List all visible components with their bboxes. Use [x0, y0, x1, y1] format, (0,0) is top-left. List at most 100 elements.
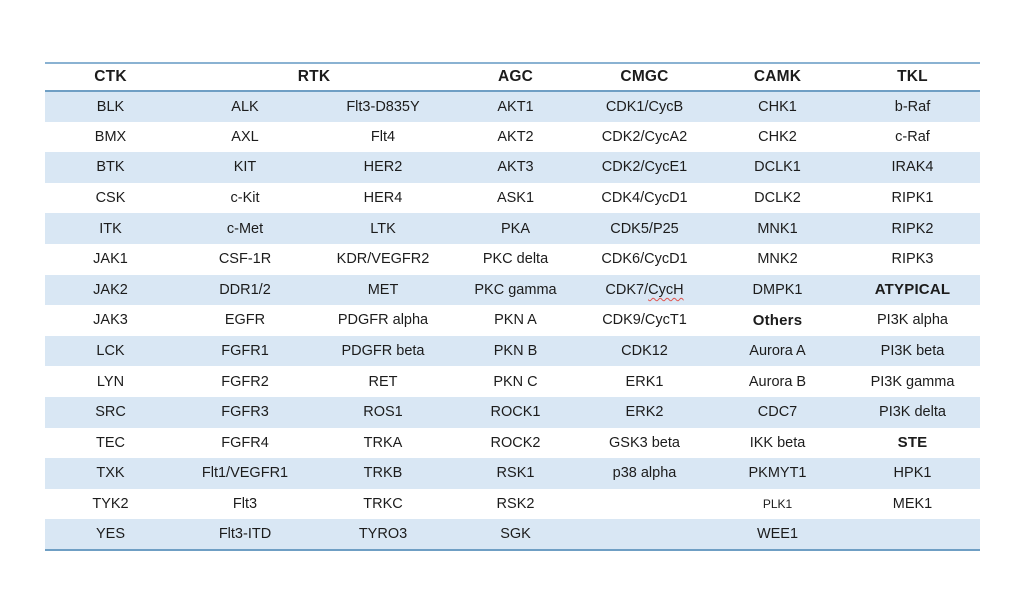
- table-cell: RIPK3: [891, 251, 934, 268]
- column-header-rtk: RTK: [176, 63, 452, 92]
- table-cell: PI3K alpha: [877, 312, 948, 329]
- table-cell: PKN C: [493, 373, 538, 390]
- table-row: CSK c-Kit HER4 ASK1 CDK4/CycD1 DCLK2 RIPK1: [45, 183, 980, 214]
- column-header-cmgc: CMGC: [579, 63, 710, 92]
- table-cell: CDK4/CycD1: [601, 190, 688, 207]
- table-cell: CSK: [95, 190, 126, 207]
- table-cell: LYN: [96, 373, 125, 390]
- table-cell: CDK6/CycD1: [601, 251, 688, 268]
- table-cell: GSK3 beta: [609, 434, 680, 451]
- table-cell: [579, 489, 710, 520]
- table-cell: FGFR3: [176, 396, 314, 428]
- table-cell: TRKA: [363, 434, 403, 451]
- table-cell: HPK1: [845, 458, 980, 489]
- table-row: JAK2 DDR1/2 MET PKC gamma CDK7/CycH DMPK1 ATYP…: [45, 274, 980, 306]
- table-row: YES Flt3-ITD TYRO3 SGK WEE1: [45, 519, 980, 550]
- table-cell: c-Raf: [895, 128, 930, 145]
- table-cell: KDR/VEGFR2: [336, 251, 430, 268]
- column-header-camk: CAMK: [710, 63, 845, 92]
- header-row: CTK RTK AGC CMGC CAMK TKL: [45, 63, 980, 92]
- table-cell: PKMYT1: [710, 458, 845, 489]
- table-row: JAK1 CSF-1R KDR/VEGFR2 PKC delta CDK6/CycD1 M…: [45, 244, 980, 275]
- table-cell: Others: [752, 311, 803, 329]
- table-cell: [579, 519, 710, 550]
- table-cell: Aurora A: [710, 335, 845, 367]
- table-cell: RSK1: [452, 458, 579, 489]
- table-row: BMX AXL Flt4 AKT2 CDK2/CycA2 CHK2 c-Raf: [45, 122, 980, 153]
- table-header: CTK RTK AGC CMGC CAMK TKL: [45, 63, 980, 92]
- column-header-agc: AGC: [452, 63, 579, 92]
- table-body: BLK ALK Flt3-D835Y AKT1 CDK1/CycB CHK1 b-Raf BM…: [45, 91, 980, 550]
- table-cell: MNK2: [757, 251, 798, 268]
- table-row: BLK ALK Flt3-D835Y AKT1 CDK1/CycB CHK1 b-Raf: [45, 91, 980, 122]
- table-cell: PI3K beta: [845, 335, 980, 367]
- table-cell: PKN A: [494, 312, 537, 329]
- table-cell: RSK2: [496, 496, 535, 513]
- table-cell: HER2: [314, 152, 452, 183]
- table-cell: PI3K gamma: [870, 373, 955, 390]
- table-row: SRC FGFR3 ROS1 ROCK1 ERK2 CDC7 PI3K delta: [45, 396, 980, 428]
- table-cell: ERK2: [579, 396, 710, 428]
- table-cell: PDGFR alpha: [337, 312, 429, 329]
- table-cell: CHK2: [758, 128, 797, 145]
- table-cell: DDR1/2: [176, 274, 314, 306]
- table-cell: DCLK2: [754, 190, 801, 207]
- table-cell: CDC7: [710, 396, 845, 428]
- column-header-ctk: CTK: [45, 63, 176, 92]
- table-cell: CDK5/P25: [579, 213, 710, 244]
- table-cell: WEE1: [710, 519, 845, 550]
- table-cell: TRKB: [314, 458, 452, 489]
- table-cell: CDK12: [579, 335, 710, 367]
- table-cell: FGFR1: [176, 335, 314, 367]
- table-cell: CDK2/CycA2: [601, 128, 688, 145]
- table-cell: PKC gamma: [452, 274, 579, 306]
- table-cell: Flt3-ITD: [176, 519, 314, 550]
- table-cell: BMX: [94, 128, 127, 145]
- table-cell: Aurora B: [748, 373, 807, 390]
- table-cell: MNK1: [710, 213, 845, 244]
- table-cell: RET: [368, 373, 398, 390]
- table-cell: BTK: [45, 152, 176, 183]
- table-row: JAK3 EGFR PDGFR alpha PKN A CDK9/CycT1 Others…: [45, 305, 980, 336]
- table-cell: AXL: [231, 128, 259, 145]
- table-cell: MET: [314, 274, 452, 306]
- table-cell: CDK9/CycT1: [602, 312, 687, 329]
- table-cell: FGFR2: [221, 373, 269, 390]
- table-cell: c-Kit: [230, 190, 260, 207]
- table-cell: AKT3: [452, 152, 579, 183]
- table-cell: AKT2: [497, 128, 534, 145]
- table-cell: PKC delta: [482, 251, 549, 268]
- table-cell: KIT: [176, 152, 314, 183]
- table-row: ITK c-Met LTK PKA CDK5/P25 MNK1 RIPK2: [45, 213, 980, 244]
- table-cell: p38 alpha: [579, 458, 710, 489]
- table-cell: RIPK1: [891, 190, 934, 207]
- table-row: LCK FGFR1 PDGFR beta PKN B CDK12 Aurora A PI3K…: [45, 335, 980, 367]
- table-cell: LCK: [45, 335, 176, 367]
- table-cell: TXK: [45, 458, 176, 489]
- table-cell: ALK: [176, 91, 314, 122]
- table-row: TYK2 Flt3 TRKC RSK2 PLK1 MEK1: [45, 489, 980, 520]
- table-row: LYN FGFR2 RET PKN C ERK1 Aurora B PI3K gamma: [45, 366, 980, 397]
- spellcheck-underline: CycH: [648, 281, 684, 298]
- table-cell: YES: [45, 519, 176, 550]
- table-cell: ATYPICAL: [845, 274, 980, 306]
- table-cell: b-Raf: [845, 91, 980, 122]
- table-cell: ROS1: [314, 396, 452, 428]
- table-row: BTK KIT HER2 AKT3 CDK2/CycE1 DCLK1 IRAK4: [45, 152, 980, 183]
- table-cell: FGFR4: [221, 434, 269, 451]
- table-cell: CDK2/CycE1: [579, 152, 710, 183]
- table-cell: c-Met: [176, 213, 314, 244]
- table-cell: [845, 519, 980, 550]
- table-cell: CSF-1R: [218, 251, 272, 268]
- table-cell: SGK: [452, 519, 579, 550]
- table-cell: DCLK1: [710, 152, 845, 183]
- table-cell: MEK1: [892, 496, 933, 513]
- table-cell: CHK1: [710, 91, 845, 122]
- kinase-table: CTK RTK AGC CMGC CAMK TKL BLK ALK Flt3-D835Y AKT…: [45, 62, 980, 551]
- table-cell: PKA: [452, 213, 579, 244]
- table-cell: Flt3-D835Y: [314, 91, 452, 122]
- table-cell: TYRO3: [314, 519, 452, 550]
- table-cell: PDGFR beta: [314, 335, 452, 367]
- table-cell: HER4: [363, 190, 403, 207]
